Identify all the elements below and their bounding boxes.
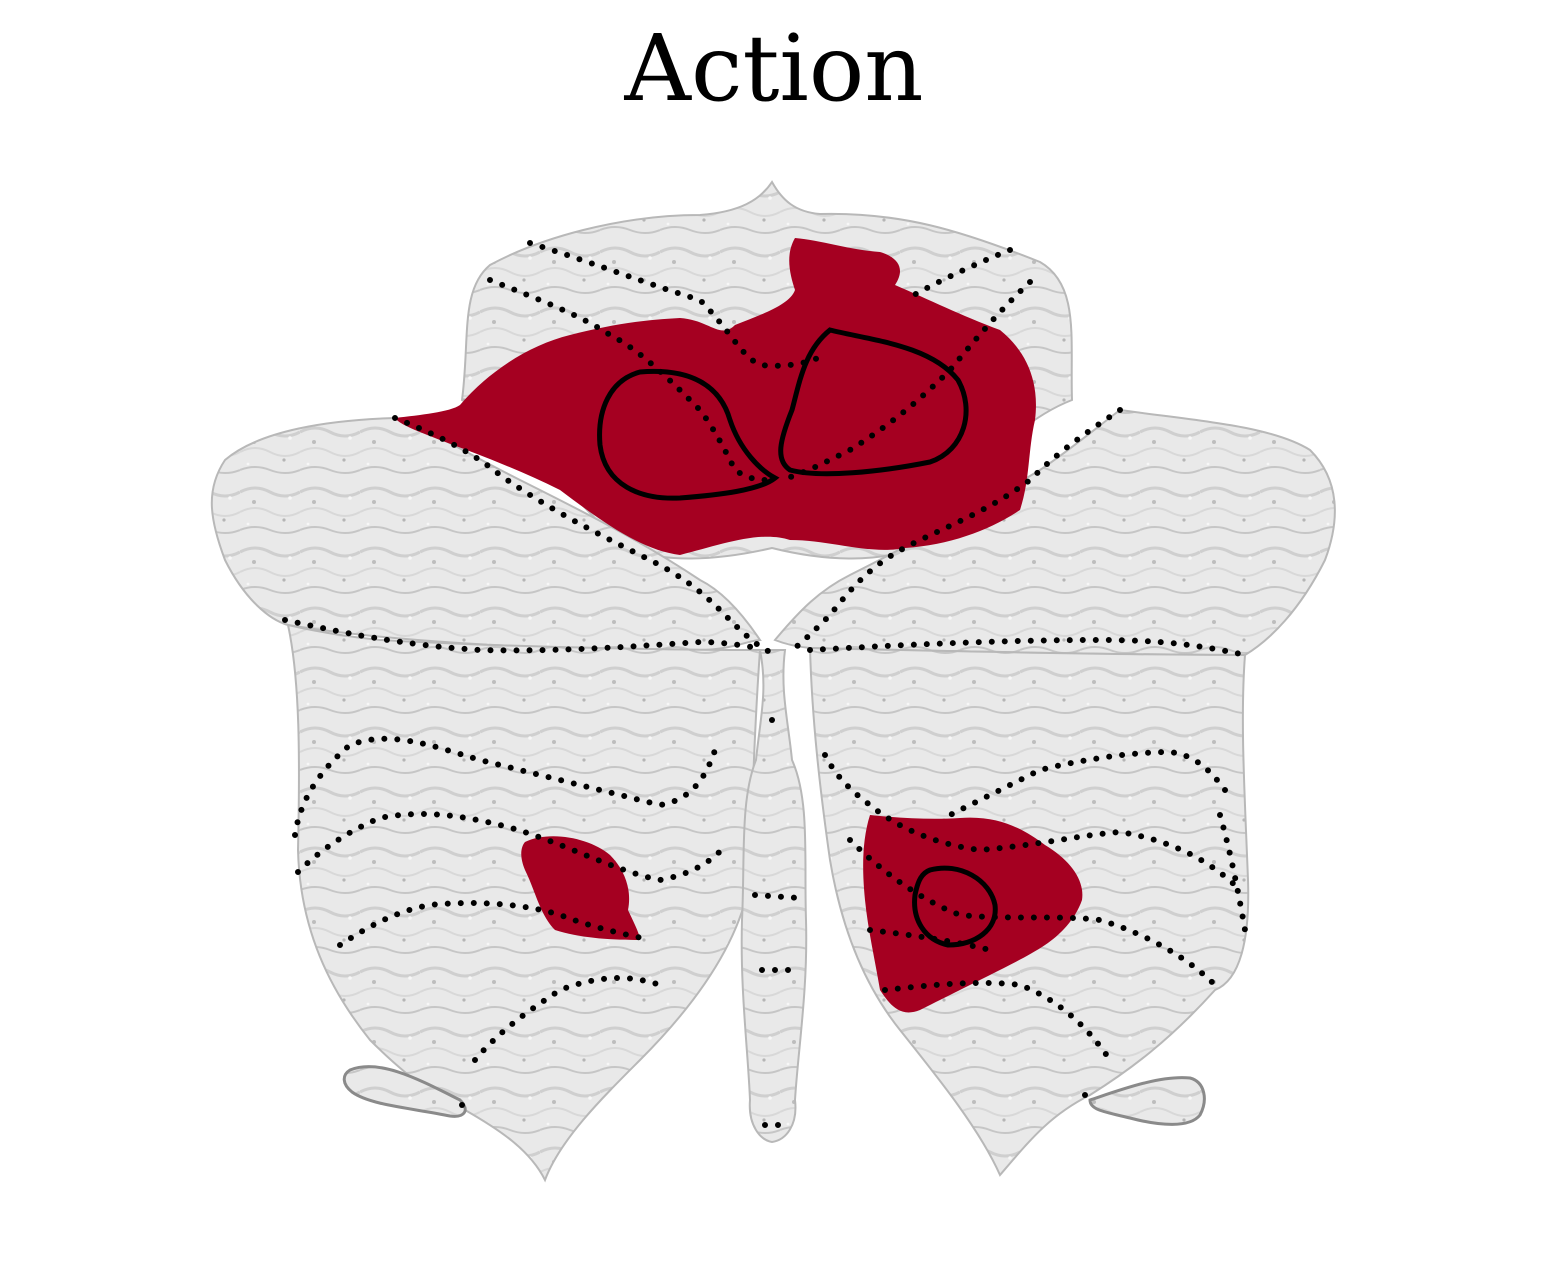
left-hemisphere-lower: [286, 623, 762, 1183]
activation-contours: [597, 327, 998, 948]
left-flocculus: [342, 1065, 467, 1118]
activation-right-posterior: [863, 815, 1083, 1013]
figure-title: Action: [624, 15, 924, 122]
vermis: [740, 649, 808, 1144]
lobular-boundaries: [282, 240, 1248, 1128]
right-flocculus: [1088, 1076, 1206, 1126]
